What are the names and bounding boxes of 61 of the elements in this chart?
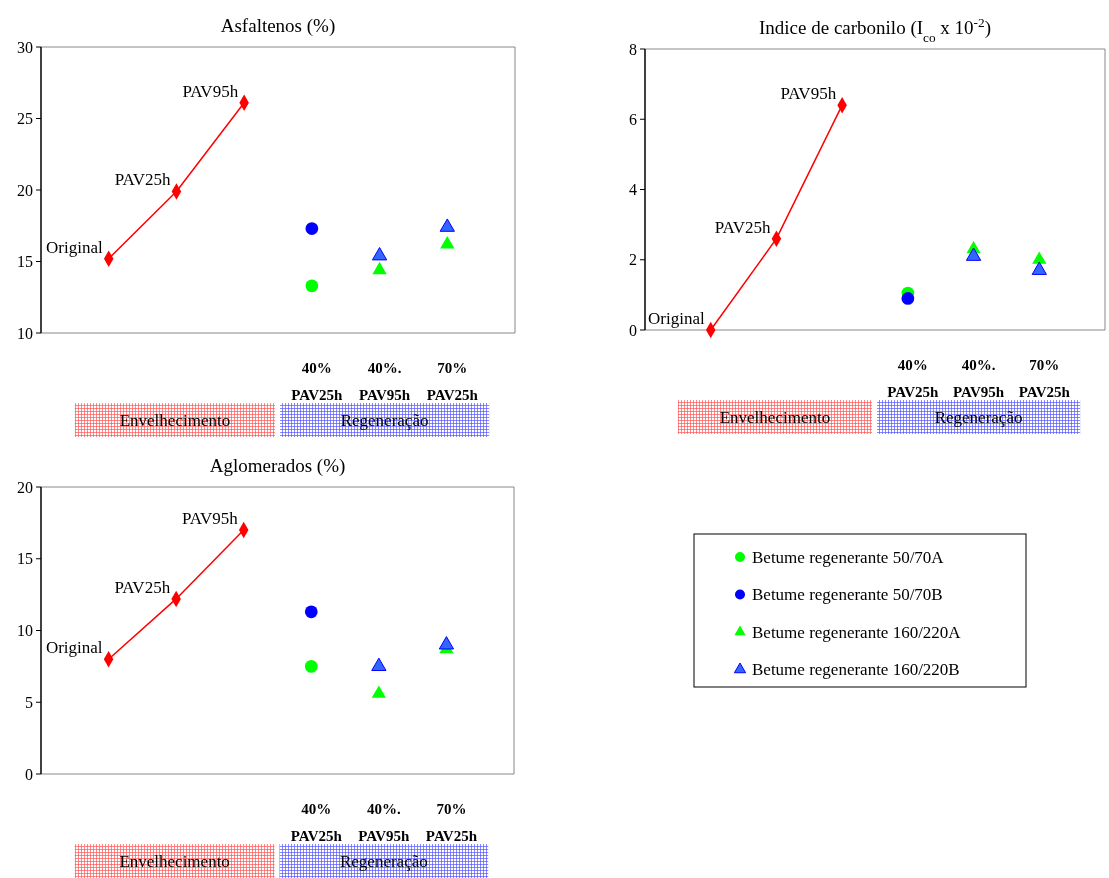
point (304, 660, 318, 673)
y-tick-label: 0 (25, 765, 33, 783)
point (965, 247, 982, 261)
point (438, 636, 455, 650)
point (901, 292, 915, 305)
annotation: PAV95h (181, 509, 239, 529)
point (305, 279, 319, 293)
annotation: PAV25h (714, 217, 771, 237)
text: Regeneração (339, 852, 428, 871)
y-tick-label: 25 (17, 110, 33, 128)
text: Regeneração (934, 408, 1023, 427)
legend-label: Betume regenerante 50/70B (752, 585, 943, 605)
chart-title: Indice de carbonilo (I$_{co}$ x 10$^{-2}$) (758, 14, 992, 45)
x-tick-label: 40%. PAV95h (358, 801, 411, 844)
point (304, 605, 318, 619)
y-tick-label: 8 (629, 40, 637, 58)
annotation: Original (648, 309, 705, 328)
x-tick-label: 40% PAV25h (290, 801, 343, 844)
point (1032, 251, 1047, 264)
point (305, 222, 319, 235)
legend-label: Betume regenerante 160/220A (752, 622, 962, 642)
y-tick-label: 10 (17, 622, 33, 640)
annotation: Original (45, 638, 103, 658)
text: Envelhecimento (119, 852, 230, 871)
chart-title: Asfaltenos (%) (220, 15, 336, 37)
point (371, 657, 387, 671)
point (371, 685, 386, 698)
point (439, 218, 455, 232)
x-tick-label: 40%. PAV95h (359, 360, 411, 403)
annotation: PAV95h (780, 84, 837, 104)
y-tick-label: 6 (629, 110, 637, 128)
x-tick-label: 40% PAV25h (887, 357, 940, 400)
point (1031, 261, 1047, 275)
point (440, 236, 455, 249)
annotation: Original (46, 237, 103, 257)
y-tick-label: 5 (25, 693, 33, 711)
y-tick-label: 15 (17, 253, 33, 271)
x-tick-label: 40% PAV25h (291, 360, 344, 403)
annotation: PAV95h (182, 81, 239, 101)
x-tick-label: 70% PAV25h (426, 360, 479, 403)
legend-label: Betume regenerante 160/220B (752, 660, 960, 680)
y-tick-label: 0 (629, 321, 637, 339)
annotation: PAV25h (114, 170, 171, 190)
text: Regeneração (340, 411, 429, 430)
text: Envelhecimento (719, 408, 831, 427)
y-tick-label: 2 (629, 251, 637, 269)
text: Envelhecimento (119, 411, 231, 430)
y-tick-label: 20 (17, 181, 33, 199)
chart-title: Aglomerados (%) (209, 455, 346, 477)
point (371, 247, 388, 261)
x-tick-label: 70% PAV25h (1018, 357, 1071, 400)
y-tick-label: 15 (17, 550, 33, 568)
annotation: PAV25h (114, 577, 171, 597)
y-tick-label: 30 (17, 38, 33, 56)
x-tick-label: 70% PAV25h (425, 801, 478, 844)
x-tick-label: 40%. PAV95h (953, 357, 1005, 400)
y-tick-label: 4 (629, 181, 637, 199)
legend-label: Betume regenerante 50/70A (752, 547, 945, 567)
point (372, 261, 387, 275)
y-tick-label: 10 (17, 324, 33, 342)
y-tick-label: 20 (17, 478, 33, 496)
